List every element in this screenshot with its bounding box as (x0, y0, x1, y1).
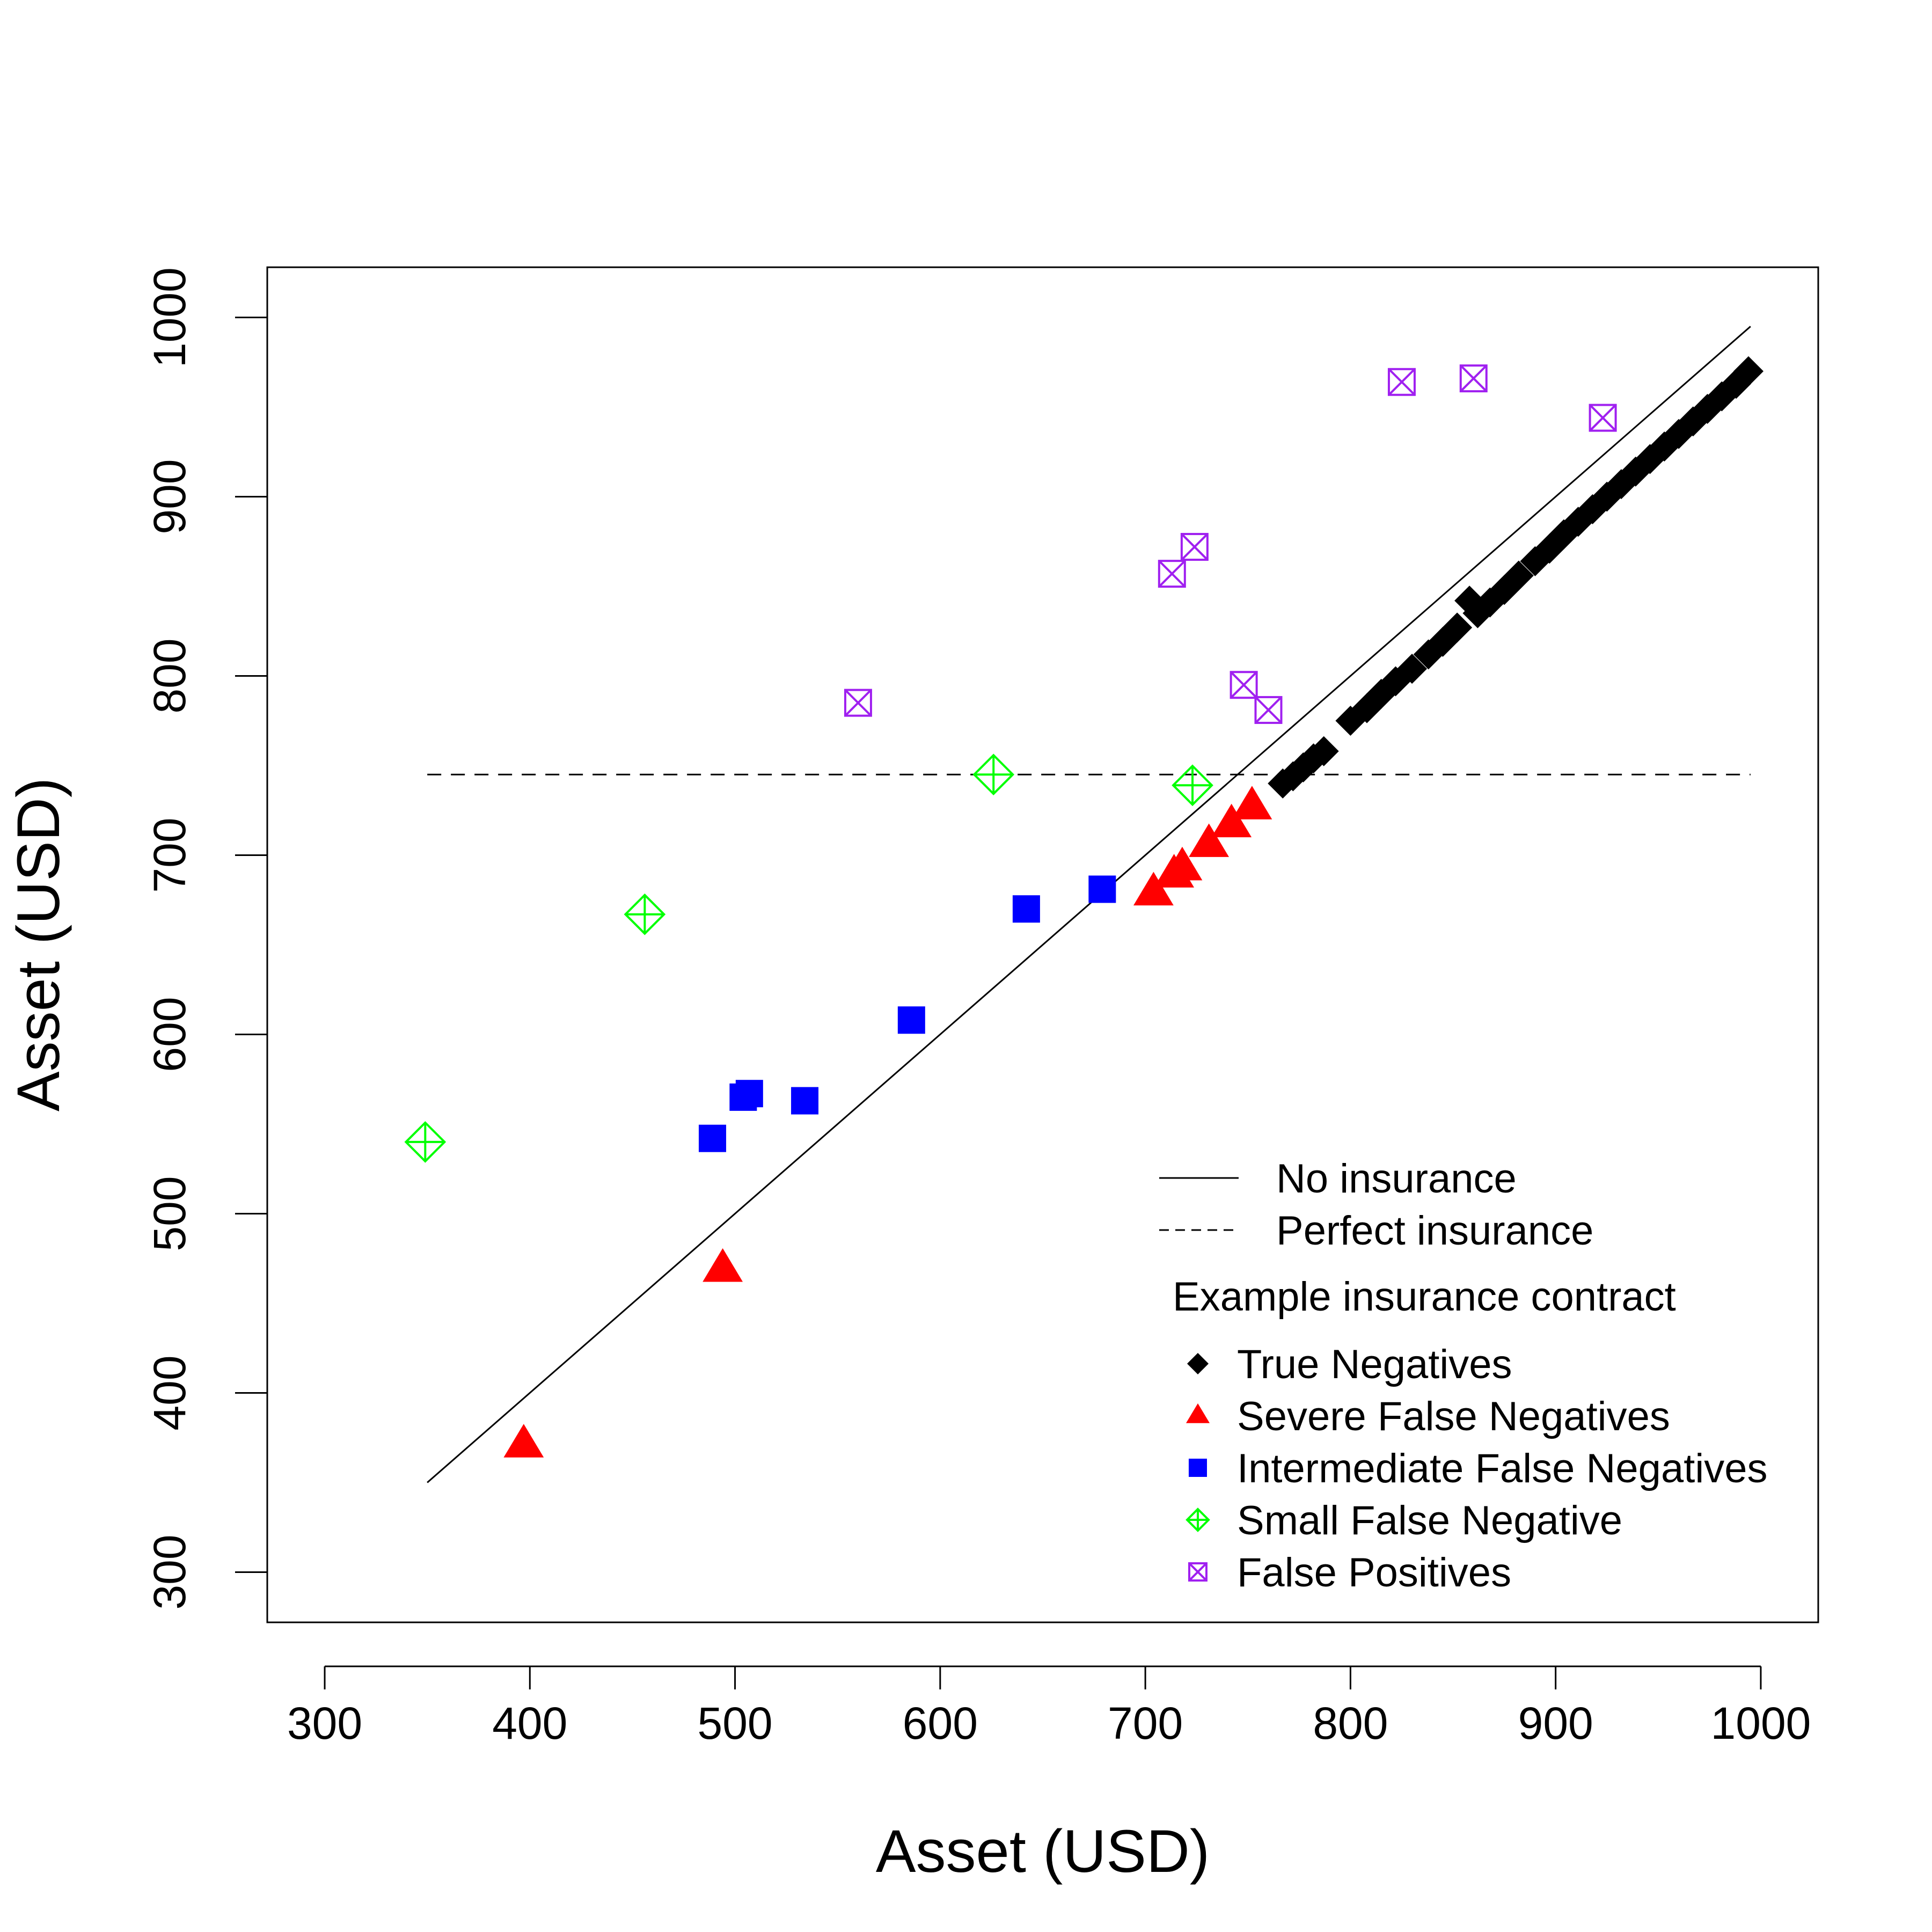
legend-false-positive-swatch (1188, 1562, 1208, 1582)
intermediate-false-negative-point (1088, 875, 1116, 903)
severe-false-negative-point (702, 1248, 743, 1282)
severe-false-negative-point (1162, 846, 1203, 881)
legend-false-positive-label: False Positives (1237, 1550, 1511, 1596)
intermediate-false-negative-point (699, 1124, 727, 1152)
legend-small-false-negative-swatch (1185, 1507, 1210, 1532)
legend-severe-false-negative-swatch (1186, 1403, 1210, 1423)
false-positive-point (1230, 671, 1258, 699)
true-negative-point (1733, 356, 1764, 386)
legend-true-negative-swatch (1187, 1353, 1209, 1374)
x-tick-label: 1000 (1711, 1698, 1811, 1748)
no-insurance-line (427, 326, 1751, 1483)
true-negative-point (1503, 560, 1534, 591)
y-tick-label: 800 (144, 638, 195, 713)
legend-no-insurance-label: No insurance (1276, 1156, 1517, 1202)
x-axis-title: Asset (USD) (876, 1818, 1210, 1885)
severe-false-negative-point (1133, 872, 1174, 906)
y-tick-label: 500 (144, 1176, 195, 1251)
legend-small-false-negative-label: Small False Negative (1237, 1498, 1622, 1543)
false-positive-point (1158, 560, 1186, 588)
y-tick-label: 400 (144, 1355, 195, 1430)
false-positive-point (1180, 533, 1209, 561)
legend-intermediate-false-negative-swatch (1189, 1459, 1207, 1477)
y-tick-label: 900 (144, 459, 195, 534)
x-tick-label: 400 (492, 1698, 567, 1748)
severe-false-negative-point (1189, 823, 1230, 857)
legend-true-negative-label: True Negatives (1237, 1342, 1512, 1387)
y-axis-title: Asset (USD) (5, 778, 72, 1111)
x-tick-label: 800 (1313, 1698, 1388, 1748)
false-positive-point (1387, 368, 1416, 396)
legend-severe-false-negative-label: Severe False Negatives (1237, 1394, 1670, 1439)
false-positive-point (1254, 696, 1283, 724)
legend-intermediate-false-negative-label: Intermediate False Negatives (1237, 1446, 1767, 1491)
true-negative-point (1442, 612, 1473, 643)
x-axis: 300 400 500 600 700 800 900 1000 (287, 1665, 1811, 1748)
false-positive-point (1589, 404, 1617, 432)
y-axis: 300 400 500 600 700 800 900 1000 (144, 267, 268, 1610)
severe-false-negative-point (503, 1424, 544, 1458)
true-negative-point (1397, 654, 1428, 684)
intermediate-false-negative-point (791, 1087, 819, 1115)
false-positive-point (844, 689, 872, 717)
small-false-negative-point (404, 1121, 447, 1163)
small-false-negative-point (624, 893, 666, 935)
x-tick-label: 600 (903, 1698, 978, 1748)
x-tick-label: 300 (287, 1698, 362, 1748)
data-points (404, 356, 1764, 1458)
legend: No insurance Perfect insurance Example ins… (1159, 1156, 1767, 1596)
true-negative-point (1308, 736, 1339, 766)
legend-perfect-insurance-label: Perfect insurance (1276, 1208, 1593, 1254)
y-tick-label: 300 (144, 1534, 195, 1609)
reference-lines (427, 326, 1751, 1483)
intermediate-false-negative-point (1012, 895, 1040, 923)
y-tick-label: 1000 (144, 267, 195, 368)
x-tick-label: 700 (1108, 1698, 1183, 1748)
x-tick-label: 500 (698, 1698, 773, 1748)
y-tick-label: 700 (144, 817, 195, 892)
severe-false-negative-point (1232, 786, 1272, 819)
small-false-negative-point (1172, 764, 1213, 807)
false-positive-point (1459, 364, 1488, 393)
small-false-negative-point (972, 753, 1015, 796)
x-tick-label: 900 (1518, 1698, 1593, 1748)
intermediate-false-negative-point (897, 1006, 925, 1034)
severe-false-negative-point (1211, 803, 1252, 838)
legend-title: Example insurance contract (1173, 1274, 1676, 1320)
intermediate-false-negative-point (735, 1080, 763, 1108)
y-tick-label: 600 (144, 997, 195, 1072)
